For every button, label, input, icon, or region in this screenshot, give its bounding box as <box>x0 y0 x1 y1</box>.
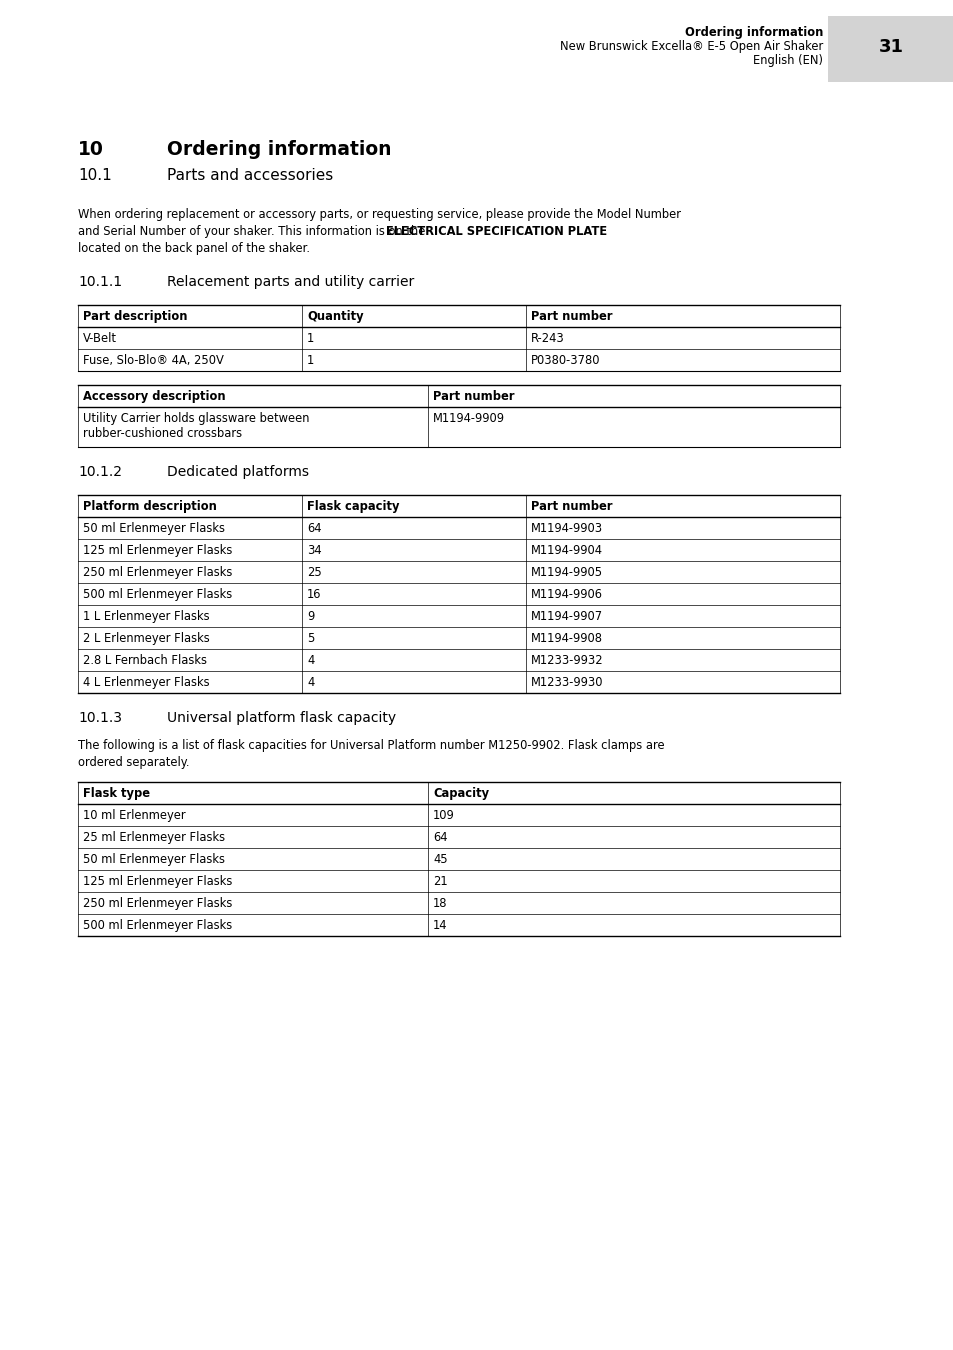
Text: 250 ml Erlenmeyer Flasks: 250 ml Erlenmeyer Flasks <box>83 896 233 910</box>
Text: Parts and accessories: Parts and accessories <box>167 167 333 184</box>
Text: 45: 45 <box>433 853 447 865</box>
Text: ELECTRICAL SPECIFICATION PLATE: ELECTRICAL SPECIFICATION PLATE <box>386 225 606 238</box>
Text: Platform description: Platform description <box>83 500 216 513</box>
Text: Relacement parts and utility carrier: Relacement parts and utility carrier <box>167 275 414 289</box>
Text: M1194-9905: M1194-9905 <box>531 566 602 579</box>
Text: 10.1: 10.1 <box>78 167 112 184</box>
Text: Dedicated platforms: Dedicated platforms <box>167 464 309 479</box>
Text: 1 L Erlenmeyer Flasks: 1 L Erlenmeyer Flasks <box>83 610 210 622</box>
Text: Utility Carrier holds glassware between: Utility Carrier holds glassware between <box>83 412 309 425</box>
Text: Ordering information: Ordering information <box>167 140 391 159</box>
Text: Ordering information: Ordering information <box>684 26 822 39</box>
Text: 1: 1 <box>307 332 314 346</box>
Text: M1233-9930: M1233-9930 <box>531 676 603 688</box>
Text: 10.1.2: 10.1.2 <box>78 464 122 479</box>
Text: 5: 5 <box>307 632 314 645</box>
Text: V-Belt: V-Belt <box>83 332 117 346</box>
Text: New Brunswick Excella® E-5 Open Air Shaker: New Brunswick Excella® E-5 Open Air Shak… <box>559 40 822 53</box>
Text: Accessory description: Accessory description <box>83 390 226 404</box>
Text: Universal platform flask capacity: Universal platform flask capacity <box>167 711 395 725</box>
Text: M1194-9904: M1194-9904 <box>531 544 602 558</box>
Text: 50 ml Erlenmeyer Flasks: 50 ml Erlenmeyer Flasks <box>83 853 225 865</box>
Text: 25: 25 <box>307 566 321 579</box>
Text: 9: 9 <box>307 610 314 622</box>
Text: Flask capacity: Flask capacity <box>307 500 399 513</box>
Text: 10: 10 <box>78 140 104 159</box>
Text: 4: 4 <box>307 653 314 667</box>
Text: 4: 4 <box>307 676 314 688</box>
Text: 34: 34 <box>307 544 321 558</box>
Text: located on the back panel of the shaker.: located on the back panel of the shaker. <box>78 242 310 255</box>
Text: 50 ml Erlenmeyer Flasks: 50 ml Erlenmeyer Flasks <box>83 522 225 535</box>
Text: 25 ml Erlenmeyer Flasks: 25 ml Erlenmeyer Flasks <box>83 832 225 844</box>
Text: and Serial Number of your shaker. This information is on the: and Serial Number of your shaker. This i… <box>78 225 429 238</box>
Text: 18: 18 <box>433 896 447 910</box>
Text: 10.1.1: 10.1.1 <box>78 275 122 289</box>
Text: 64: 64 <box>433 832 447 844</box>
Text: Part number: Part number <box>531 310 612 323</box>
Text: 125 ml Erlenmeyer Flasks: 125 ml Erlenmeyer Flasks <box>83 544 233 558</box>
Text: Part number: Part number <box>531 500 612 513</box>
Text: 1: 1 <box>307 354 314 367</box>
Text: 500 ml Erlenmeyer Flasks: 500 ml Erlenmeyer Flasks <box>83 919 232 931</box>
Text: Capacity: Capacity <box>433 787 489 801</box>
Text: 250 ml Erlenmeyer Flasks: 250 ml Erlenmeyer Flasks <box>83 566 233 579</box>
Text: 10 ml Erlenmeyer: 10 ml Erlenmeyer <box>83 809 186 822</box>
Text: 2 L Erlenmeyer Flasks: 2 L Erlenmeyer Flasks <box>83 632 210 645</box>
Text: 109: 109 <box>433 809 455 822</box>
Text: 16: 16 <box>307 589 321 601</box>
Bar <box>827 16 953 82</box>
Text: English (EN): English (EN) <box>752 54 822 68</box>
Text: M1194-9909: M1194-9909 <box>433 412 504 425</box>
Text: 21: 21 <box>433 875 447 888</box>
Text: 10.1.3: 10.1.3 <box>78 711 122 725</box>
Text: 500 ml Erlenmeyer Flasks: 500 ml Erlenmeyer Flasks <box>83 589 232 601</box>
Text: rubber-cushioned crossbars: rubber-cushioned crossbars <box>83 427 242 440</box>
Text: Flask type: Flask type <box>83 787 150 801</box>
Text: 4 L Erlenmeyer Flasks: 4 L Erlenmeyer Flasks <box>83 676 210 688</box>
Text: The following is a list of flask capacities for Universal Platform number M1250-: The following is a list of flask capacit… <box>78 738 664 752</box>
Text: 14: 14 <box>433 919 447 931</box>
Text: 2.8 L Fernbach Flasks: 2.8 L Fernbach Flasks <box>83 653 207 667</box>
Text: R-243: R-243 <box>531 332 564 346</box>
Text: M1194-9906: M1194-9906 <box>531 589 602 601</box>
Text: 125 ml Erlenmeyer Flasks: 125 ml Erlenmeyer Flasks <box>83 875 233 888</box>
Text: Quantity: Quantity <box>307 310 363 323</box>
Text: Part number: Part number <box>433 390 514 404</box>
Text: M1194-9903: M1194-9903 <box>531 522 602 535</box>
Text: M1233-9932: M1233-9932 <box>531 653 603 667</box>
Text: 64: 64 <box>307 522 321 535</box>
Text: ordered separately.: ordered separately. <box>78 756 190 770</box>
Text: Part description: Part description <box>83 310 188 323</box>
Text: M1194-9908: M1194-9908 <box>531 632 602 645</box>
Text: P0380-3780: P0380-3780 <box>531 354 599 367</box>
Text: M1194-9907: M1194-9907 <box>531 610 602 622</box>
Text: When ordering replacement or accessory parts, or requesting service, please prov: When ordering replacement or accessory p… <box>78 208 680 221</box>
Text: Fuse, Slo-Blo® 4A, 250V: Fuse, Slo-Blo® 4A, 250V <box>83 354 224 367</box>
Text: 31: 31 <box>878 38 902 55</box>
